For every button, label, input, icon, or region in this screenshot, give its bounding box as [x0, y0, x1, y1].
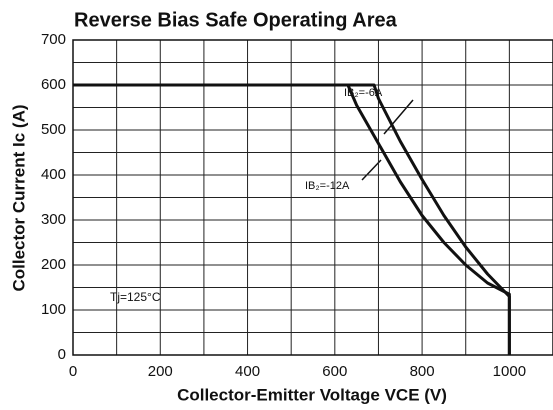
- y-axis-label: Collector Current Ic (A): [9, 104, 28, 291]
- y-tick-label: 700: [41, 31, 66, 48]
- y-tick-label: 600: [41, 76, 66, 93]
- y-tick-label: 400: [41, 166, 66, 183]
- y-tick-label: 200: [41, 256, 66, 273]
- x-tick-label: 200: [148, 363, 173, 380]
- series-label: IB₂=-12A: [305, 180, 350, 192]
- y-tick-label: 0: [58, 346, 66, 363]
- series-line: [73, 83, 511, 355]
- plot-frame: [72, 39, 553, 356]
- x-tick-label: 400: [235, 363, 260, 380]
- y-tick-label: 300: [41, 211, 66, 228]
- x-tick-label: 1000: [493, 363, 526, 380]
- annotation: Tj=125°C: [110, 290, 161, 304]
- pointer: [383, 99, 414, 135]
- y-tick-label: 500: [41, 121, 66, 138]
- x-tick-label: 600: [322, 363, 347, 380]
- pointer: [361, 159, 382, 181]
- y-tick-label: 100: [41, 301, 66, 318]
- x-tick-label: 800: [410, 363, 435, 380]
- chart-title: Reverse Bias Safe Operating Area: [74, 9, 398, 31]
- x-axis-label: Collector-Emitter Voltage VCE (V): [177, 385, 447, 404]
- x-tick-label: 0: [69, 363, 77, 380]
- series-line: [73, 83, 511, 355]
